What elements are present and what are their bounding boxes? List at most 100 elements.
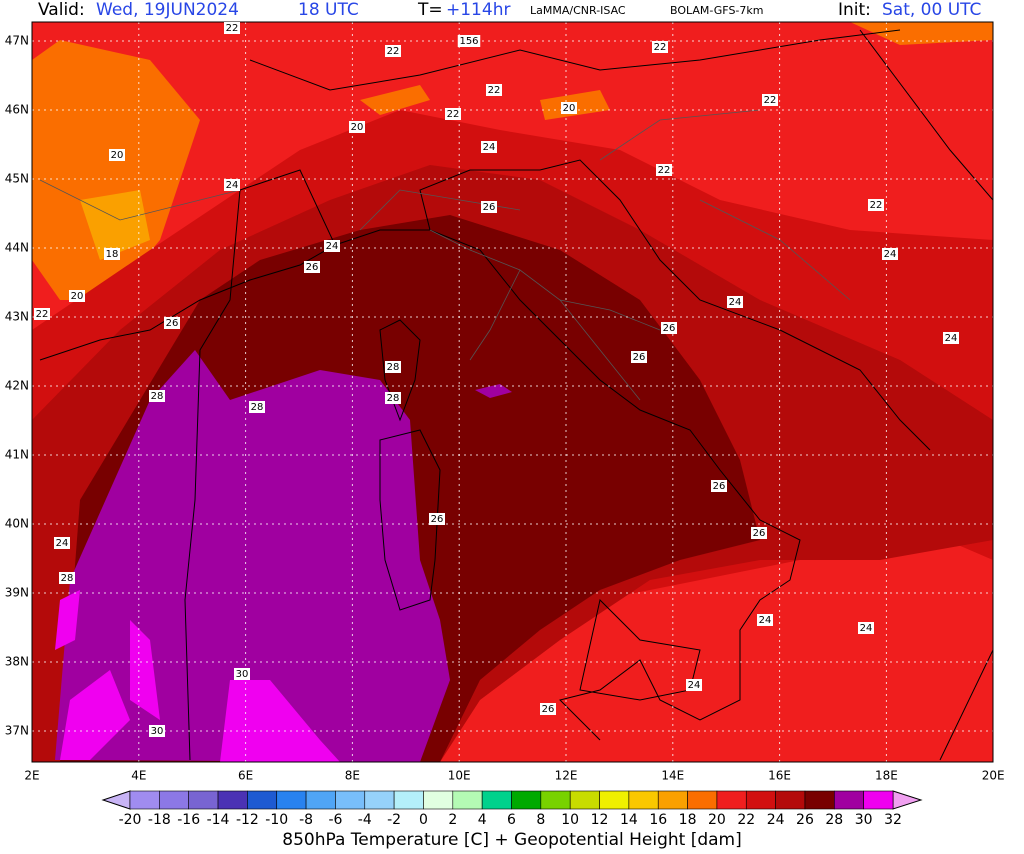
lat-label: 47N <box>5 34 29 48</box>
lat-label: 39N <box>5 586 29 600</box>
colorbar-box <box>129 790 160 810</box>
lat-label: 45N <box>5 172 29 186</box>
contour-label: 18 <box>106 249 119 260</box>
contour-label: 22 <box>447 109 460 120</box>
lon-label: 2E <box>24 769 39 783</box>
contour-label-box <box>486 84 502 96</box>
contour-label-box <box>304 261 320 273</box>
contour-label-box <box>429 513 445 525</box>
colorbar-label: 0 <box>419 812 428 828</box>
contour-label: 28 <box>61 573 74 584</box>
colorbar-label: 20 <box>708 812 726 828</box>
contour-label: 20 <box>563 103 576 114</box>
lon-label: 4E <box>131 769 146 783</box>
colorbar-box <box>423 790 454 810</box>
temperature-area <box>850 22 993 45</box>
colorbar-label: 28 <box>825 812 843 828</box>
colorbar-box <box>628 790 659 810</box>
colorbar-label: 16 <box>649 812 667 828</box>
contour-label: 30 <box>151 726 164 737</box>
colorbar-label: 6 <box>507 812 516 828</box>
colorbar-box <box>716 790 747 810</box>
coastlines <box>39 29 993 761</box>
colorbar-label: 12 <box>591 812 609 828</box>
lead-label: T= <box>417 0 443 20</box>
contour-label-box <box>149 725 165 737</box>
contour-label-box <box>882 248 898 260</box>
contour-label: 24 <box>860 623 873 634</box>
temperature-area <box>130 620 160 720</box>
contour-label: 26 <box>753 528 766 539</box>
contour-label-box <box>631 351 647 363</box>
contour-label: 24 <box>483 142 496 153</box>
contour-label: 24 <box>729 297 742 308</box>
contour-label: 28 <box>251 402 264 413</box>
colorbar-label: 26 <box>796 812 814 828</box>
contour-label-box <box>349 121 365 133</box>
lat-label: 42N <box>5 379 29 393</box>
colorbar-label: 22 <box>737 812 755 828</box>
colorbar-label: 14 <box>620 812 638 828</box>
contour-label: 24 <box>884 249 897 260</box>
contour-label: 26 <box>663 323 676 334</box>
lat-label: 41N <box>5 448 29 462</box>
contour-label: 22 <box>387 46 400 57</box>
model: BOLAM-GFS-7km <box>670 4 763 17</box>
source: LaMMA/CNR-ISAC <box>530 4 626 17</box>
contour-label-box <box>324 240 340 252</box>
colorbar-label: -4 <box>358 812 372 828</box>
contour-label: 26 <box>166 318 179 329</box>
colorbar-box <box>276 790 307 810</box>
contour-label-box <box>385 45 401 57</box>
colorbar-box <box>775 790 806 810</box>
contour-labels: 22 22 156 22 22 22 20 22 20 20 24 22 24 26 22 24 18 24 26 2… <box>34 22 959 737</box>
contour-label-box <box>385 361 401 373</box>
contour-label: 22 <box>870 200 883 211</box>
colorbar-box <box>481 790 512 810</box>
colorbar-box <box>247 790 278 810</box>
contour-label: 24 <box>688 680 701 691</box>
map <box>32 22 993 762</box>
temperature-area <box>80 190 150 260</box>
header: Valid: Wed, 19JUN2024 18 UTC T= +114hr L… <box>38 0 981 20</box>
contour-label-box <box>751 527 767 539</box>
contour-label-box <box>164 317 180 329</box>
colorbar-box <box>569 790 600 810</box>
contour-label-box <box>868 199 884 211</box>
temperature-area <box>60 670 130 760</box>
contour-label-box <box>224 179 240 191</box>
contour-label: 22 <box>654 42 667 53</box>
lat-label: 40N <box>5 517 29 531</box>
init-time: Sat, 00 UTC <box>882 0 981 20</box>
contour-label-box <box>561 102 577 114</box>
contour-label-box <box>481 201 497 213</box>
colorbar-label: 24 <box>767 812 785 828</box>
colorbar-label: -20 <box>119 812 142 828</box>
temperature-area <box>475 384 512 398</box>
contour-label-box <box>661 322 677 334</box>
graticule: 2E 4E 6E 8E 10E 12E 14E 16E 18E 20E 47N 46N 45N 44N 43… <box>5 22 1005 783</box>
colorbar-label: 10 <box>561 812 579 828</box>
contour-label-box <box>858 622 874 634</box>
contour-label-box <box>943 332 959 344</box>
colorbar-label: 2 <box>448 812 457 828</box>
contour-label-box <box>54 537 70 549</box>
lat-label: 37N <box>5 724 29 738</box>
colorbar-under <box>101 790 131 810</box>
lon-label: 16E <box>768 769 791 783</box>
contour-label-box <box>540 703 556 715</box>
lat-label: 43N <box>5 310 29 324</box>
colorbar-label: 8 <box>536 812 545 828</box>
contour-label: 22 <box>226 23 239 34</box>
temperature-area <box>220 680 340 762</box>
contour-label: 24 <box>759 615 772 626</box>
contour-label: 28 <box>151 391 164 402</box>
colorbar-box <box>804 790 835 810</box>
contour-label: 26 <box>483 202 496 213</box>
colorbar-box <box>540 790 571 810</box>
colorbar-label: -2 <box>387 812 401 828</box>
colorbar-label: 32 <box>884 812 902 828</box>
contour-label: 28 <box>387 393 400 404</box>
contour-label: 22 <box>36 309 49 320</box>
